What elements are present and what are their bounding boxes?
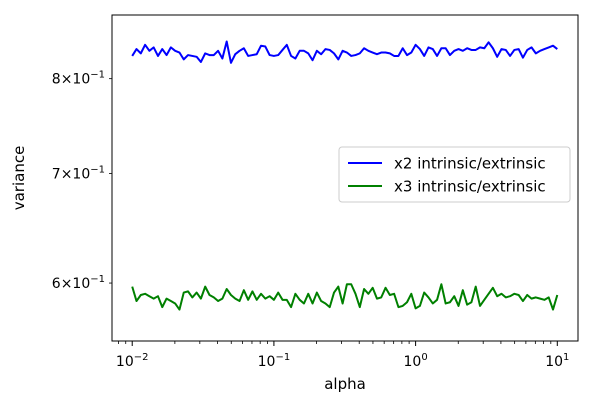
series-line-x3 [131,283,559,311]
y-axis-label: variance [10,146,28,211]
x-axis: 10−2 10−1 100 101 [116,341,569,370]
x-axis-label: alpha [324,375,366,393]
y-tick-label: 7×10−1 [52,165,105,183]
series-layer [131,40,559,311]
legend-label-x3: x3 intrinsic/extrinsic [394,178,546,196]
y-tick-label: 6×10−1 [52,274,105,292]
x-tick-label: 10−2 [116,352,149,370]
x-tick-label: 100 [403,352,427,370]
series-line-x2 [131,40,558,64]
legend-frame [338,146,571,203]
legend-label-x2: x2 intrinsic/extrinsic [394,155,546,173]
legend: x2 intrinsic/extrinsic x3 intrinsic/extr… [338,146,571,203]
y-axis: 6×10−1 7×10−1 8×10−1 [52,70,112,292]
plot-frame [111,14,579,342]
y-tick-label: 8×10−1 [52,70,105,88]
x-tick-label: 101 [545,352,569,370]
x-tick-label: 10−1 [258,352,291,370]
